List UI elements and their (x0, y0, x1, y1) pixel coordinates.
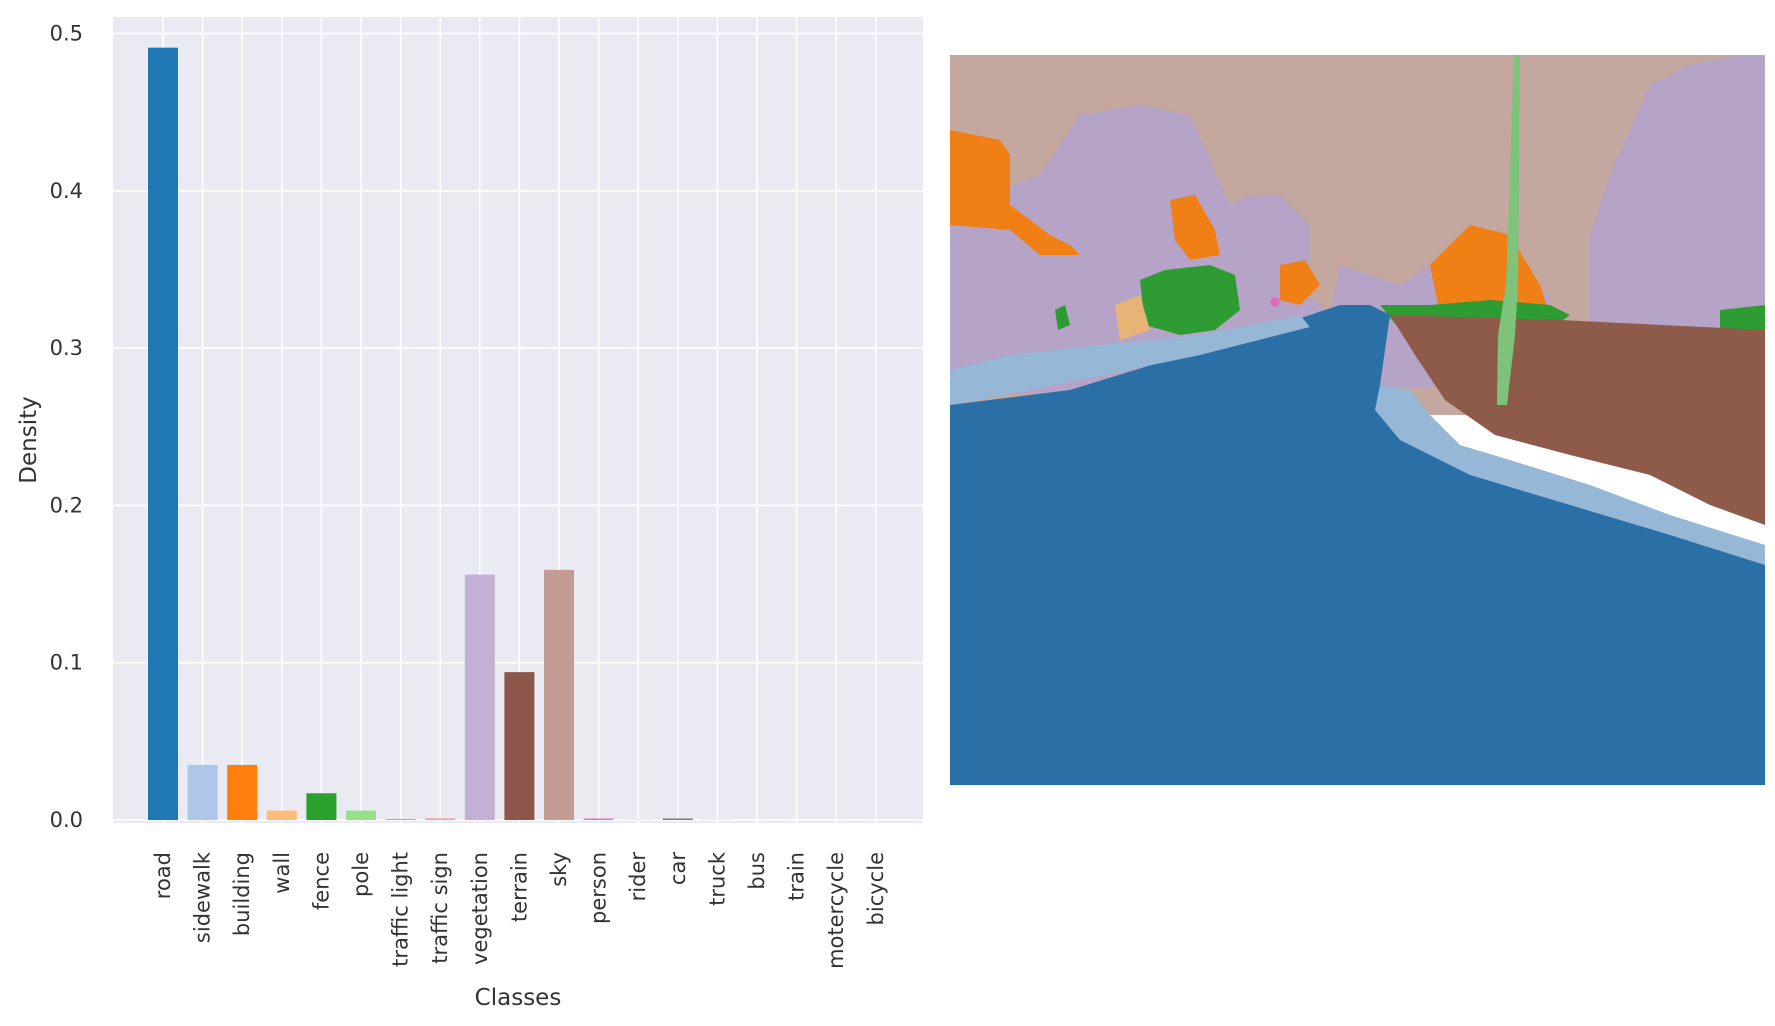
x-tick-labels: road sidewalk building wall fence pole traffic… (151, 851, 888, 969)
y-tick-label: 0.4 (50, 179, 83, 203)
building-region-left (950, 130, 1080, 255)
x-tick-label: road (151, 852, 175, 899)
y-tick-label: 0.5 (50, 22, 83, 46)
y-tick-label: 0.1 (50, 651, 83, 675)
y-tick-label: 0.2 (50, 493, 83, 517)
bar-vegetation (464, 574, 495, 820)
building-region-right (1430, 225, 1550, 325)
fence-region-small (1055, 305, 1070, 330)
bar-car (662, 818, 693, 820)
y-axis-title: Density (16, 396, 42, 483)
fence-region-far-right (1720, 305, 1765, 330)
x-tick-label: rider (626, 852, 650, 902)
sidewalk-region-right (1375, 385, 1765, 565)
y-tick-label: 0.0 (50, 808, 83, 832)
bar-sky (544, 569, 574, 820)
y-tick-label: 0.3 (50, 336, 83, 360)
x-tick-label: motercycle (824, 852, 848, 969)
bar-fence (306, 793, 337, 820)
horizontal-gridlines (113, 32, 923, 821)
wall-region (1115, 295, 1150, 340)
x-tick-label: fence (309, 852, 333, 910)
bar-pole (346, 810, 376, 820)
bar-wall (266, 810, 297, 820)
road-region (950, 305, 1765, 785)
building-region-center (1170, 195, 1220, 260)
vegetation-region-right (1590, 55, 1765, 335)
x-tick-label: terrain (507, 852, 531, 922)
x-tick-label: sky (547, 852, 571, 887)
x-tick-label: building (230, 852, 254, 936)
bar-building (227, 764, 258, 820)
x-tick-label: car (666, 852, 690, 885)
bar-person (583, 818, 614, 820)
x-axis-title: Classes (475, 985, 562, 1011)
x-tick-label: traffic sign (428, 852, 452, 964)
x-tick-label: person (587, 852, 611, 924)
bar-sidewalk (187, 764, 218, 820)
person-region (1270, 297, 1280, 307)
pole-region (1497, 55, 1520, 405)
sidewalk-region-left (950, 315, 1310, 405)
terrain-region (1390, 315, 1765, 525)
x-tick-label: traffic light (389, 852, 413, 967)
x-tick-label: pole (349, 852, 373, 897)
bar-terrain (504, 672, 535, 820)
bar-road (148, 47, 178, 821)
x-tick-label: bus (745, 852, 769, 890)
x-tick-label: sidewalk (191, 851, 215, 943)
bar-traffic-sign (425, 818, 456, 820)
x-tick-label: bicycle (864, 852, 888, 925)
x-tick-label: train (785, 852, 809, 901)
y-tick-labels: 0.0 0.1 0.2 0.3 0.4 0.5 (50, 22, 83, 833)
x-tick-label: wall (270, 852, 294, 894)
x-tick-label: truck (705, 851, 729, 906)
class-density-bar-chart: 0.0 0.1 0.2 0.3 0.4 0.5 road sidewalk building w… (16, 17, 923, 1011)
bars (148, 47, 733, 821)
fence-region-center (1140, 265, 1240, 335)
building-region-small (1280, 260, 1320, 305)
x-tick-label: vegetation (468, 852, 492, 965)
segmentation-overlay-image (950, 55, 1765, 785)
